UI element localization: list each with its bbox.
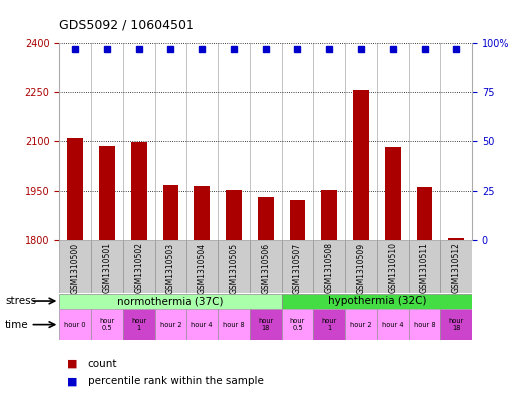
Text: hour
1: hour 1: [321, 318, 337, 331]
Bar: [377, 240, 409, 293]
Bar: [353, 90, 369, 240]
Bar: [186, 309, 218, 340]
Text: hour
18: hour 18: [448, 318, 464, 331]
Bar: [59, 309, 91, 340]
Text: GSM1310507: GSM1310507: [293, 242, 302, 294]
Text: GSM1310505: GSM1310505: [230, 242, 238, 294]
Bar: [67, 138, 83, 240]
Bar: [409, 43, 440, 240]
Bar: [155, 43, 186, 240]
Text: hour
18: hour 18: [258, 318, 273, 331]
Text: percentile rank within the sample: percentile rank within the sample: [88, 376, 264, 386]
Bar: [409, 309, 440, 340]
Bar: [282, 43, 313, 240]
Text: GSM1310509: GSM1310509: [357, 242, 365, 294]
Text: GSM1310501: GSM1310501: [103, 242, 111, 294]
Bar: [448, 238, 464, 240]
Bar: [59, 294, 282, 309]
Bar: [282, 240, 313, 293]
Bar: [377, 43, 409, 240]
Bar: [195, 186, 210, 240]
Text: normothermia (37C): normothermia (37C): [117, 296, 224, 306]
Bar: [155, 309, 186, 340]
Bar: [123, 240, 155, 293]
Bar: [440, 43, 472, 240]
Text: stress: stress: [5, 296, 36, 306]
Bar: [282, 294, 472, 309]
Bar: [313, 43, 345, 240]
Text: GSM1310504: GSM1310504: [198, 242, 207, 294]
Text: GSM1310511: GSM1310511: [420, 242, 429, 293]
Bar: [258, 197, 273, 240]
Bar: [123, 309, 155, 340]
Bar: [250, 309, 282, 340]
Text: hypothermia (32C): hypothermia (32C): [328, 296, 426, 306]
Text: count: count: [88, 358, 117, 369]
Bar: [91, 43, 123, 240]
Text: hour 0: hour 0: [64, 321, 86, 328]
Bar: [282, 309, 313, 340]
Text: hour
1: hour 1: [131, 318, 147, 331]
Text: GSM1310502: GSM1310502: [134, 242, 143, 294]
Text: ■: ■: [67, 358, 77, 369]
Bar: [59, 240, 91, 293]
Bar: [313, 240, 345, 293]
Text: GSM1310510: GSM1310510: [388, 242, 397, 294]
Text: GSM1310500: GSM1310500: [71, 242, 79, 294]
Bar: [226, 190, 242, 240]
Text: hour 8: hour 8: [223, 321, 245, 328]
Text: GDS5092 / 10604501: GDS5092 / 10604501: [59, 18, 194, 31]
Bar: [155, 240, 186, 293]
Text: hour 4: hour 4: [382, 321, 404, 328]
Bar: [345, 43, 377, 240]
Bar: [409, 240, 440, 293]
Text: hour
0.5: hour 0.5: [100, 318, 115, 331]
Text: GSM1310508: GSM1310508: [325, 242, 334, 294]
Bar: [385, 147, 401, 240]
Bar: [59, 43, 91, 240]
Bar: [345, 240, 377, 293]
Bar: [91, 309, 123, 340]
Bar: [123, 43, 155, 240]
Text: hour 8: hour 8: [414, 321, 436, 328]
Bar: [91, 240, 123, 293]
Text: GSM1310512: GSM1310512: [452, 242, 461, 293]
Bar: [250, 43, 282, 240]
Bar: [313, 309, 345, 340]
Bar: [186, 43, 218, 240]
Text: GSM1310506: GSM1310506: [261, 242, 270, 294]
Text: hour
0.5: hour 0.5: [290, 318, 305, 331]
Text: time: time: [5, 320, 29, 330]
Bar: [218, 309, 250, 340]
Bar: [186, 240, 218, 293]
Bar: [163, 185, 179, 240]
Text: GSM1310503: GSM1310503: [166, 242, 175, 294]
Bar: [131, 142, 147, 240]
Text: hour 4: hour 4: [191, 321, 213, 328]
Text: ■: ■: [67, 376, 77, 386]
Bar: [250, 240, 282, 293]
Bar: [345, 309, 377, 340]
Text: hour 2: hour 2: [159, 321, 181, 328]
Bar: [289, 200, 305, 240]
Bar: [377, 309, 409, 340]
Bar: [416, 187, 432, 240]
Bar: [218, 240, 250, 293]
Bar: [321, 189, 337, 240]
Bar: [440, 309, 472, 340]
Text: hour 2: hour 2: [350, 321, 372, 328]
Bar: [218, 43, 250, 240]
Bar: [99, 146, 115, 240]
Bar: [440, 240, 472, 293]
